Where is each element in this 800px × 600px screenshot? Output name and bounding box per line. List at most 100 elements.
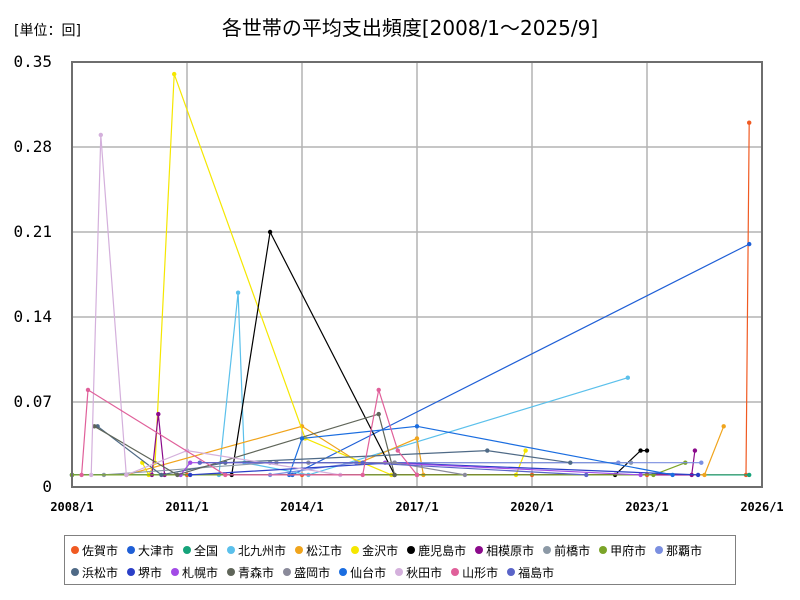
series-那覇市: [267, 460, 704, 478]
data-point: [692, 448, 698, 453]
legend-marker-icon: [227, 568, 236, 576]
legend-item: 秋田市: [395, 562, 442, 582]
legend-marker-icon: [295, 546, 304, 554]
legend-marker-icon: [127, 546, 136, 554]
legend: 佐賀市 大津市 全国 北九州市 松江市 金沢市 鹿児島市 相模原市 前橋市 甲府市 那覇市浜松市 堺市…: [64, 535, 736, 585]
legend-marker-icon: [475, 546, 484, 554]
data-point: [462, 472, 468, 478]
chart-title: 各世帯の平均支出頻度[2008/1～2025/9]: [221, 16, 599, 40]
legend-marker-icon: [543, 546, 552, 554]
legend-item: 金沢市: [351, 540, 398, 560]
x-tick: 2026/1: [740, 500, 784, 514]
data-point: [395, 448, 400, 453]
series-lines: [69, 71, 752, 478]
data-point: [89, 472, 94, 478]
legend-item: 大津市: [127, 540, 174, 560]
legend-label: 青森市: [238, 565, 275, 580]
data-point: [568, 460, 573, 465]
data-point: [699, 460, 704, 465]
y-tick: 0: [42, 477, 52, 496]
legend-marker-icon: [71, 568, 79, 576]
legend-label: 金沢市: [362, 543, 399, 558]
data-point: [98, 132, 104, 138]
legend-label: 北九州市: [238, 543, 287, 558]
legend-label: 鹿児島市: [418, 543, 467, 558]
series-line: [218, 292, 628, 476]
data-point: [644, 448, 650, 453]
y-tick: 0.14: [13, 307, 52, 326]
series-line: [141, 73, 527, 477]
legend-marker-icon: [283, 568, 292, 576]
data-point: [702, 472, 707, 478]
x-tick: 2014/1: [280, 500, 324, 514]
legend-label: 堺市: [138, 565, 163, 580]
series-line: [288, 425, 673, 476]
legend-label: 浜松市: [82, 565, 119, 580]
data-point: [267, 229, 273, 235]
data-point: [376, 387, 381, 393]
series-青森市: [92, 411, 397, 478]
series-松江市: [124, 424, 726, 478]
series-line: [270, 462, 702, 476]
data-point: [197, 460, 202, 465]
legend-item: 佐賀市: [71, 540, 118, 560]
data-point: [172, 71, 177, 77]
series-佐賀市: [69, 120, 752, 478]
legend-label: 前橋市: [554, 543, 591, 558]
legend-marker-icon: [127, 568, 136, 576]
data-point: [670, 472, 675, 478]
legend-label: 松江市: [306, 543, 343, 558]
series-仙台市: [287, 424, 675, 478]
legend-label: 全国: [194, 543, 219, 558]
series-秋田市: [89, 132, 343, 478]
series-line: [94, 413, 396, 476]
legend-item: 鹿児島市: [407, 540, 466, 560]
y-tick: 0.35: [13, 52, 52, 71]
series-福島市: [197, 460, 589, 478]
legend-label: 相模原市: [486, 543, 535, 558]
x-tick: 2023/1: [625, 500, 669, 514]
legend-item: 堺市: [127, 562, 162, 582]
legend-label: 福島市: [518, 565, 555, 580]
data-point: [188, 472, 193, 478]
series-金沢市: [140, 71, 528, 478]
legend-item: 前橋市: [543, 540, 590, 560]
legend-label: 山形市: [462, 565, 499, 580]
data-point: [651, 472, 656, 478]
legend-label: 那覇市: [666, 543, 703, 558]
legend-marker-icon: [599, 546, 608, 554]
legend-label: 甲府市: [610, 543, 647, 558]
data-point: [376, 411, 381, 417]
data-point: [485, 448, 490, 453]
legend-item: 盛岡市: [283, 562, 330, 582]
data-point: [175, 472, 180, 478]
data-point: [747, 472, 752, 478]
legend-item: 松江市: [295, 540, 342, 560]
legend-item: 浜松市: [71, 562, 118, 582]
legend-item: 全国: [183, 540, 218, 560]
legend-marker-icon: [407, 546, 416, 554]
data-point: [223, 472, 228, 478]
series-山形市: [79, 387, 420, 478]
legend-label: 大津市: [138, 543, 175, 558]
legend-label: 盛岡市: [294, 565, 331, 580]
legend-label: 佐賀市: [82, 543, 119, 558]
data-point: [360, 472, 365, 478]
unit-label: [単位：回]: [14, 23, 81, 39]
plot-frame: [71, 61, 763, 488]
legend-item: 那覇市: [655, 540, 702, 560]
x-tick: 2020/1: [510, 500, 554, 514]
legend-item: 甲府市: [599, 540, 646, 560]
legend-marker-icon: [183, 546, 192, 554]
data-point: [523, 448, 528, 453]
data-point: [85, 387, 91, 393]
legend-marker-icon: [507, 568, 516, 576]
legend-item: 仙台市: [339, 562, 386, 582]
legend-label: 秋田市: [406, 565, 443, 580]
legend-item: 青森市: [227, 562, 274, 582]
legend-marker-icon: [171, 568, 180, 576]
data-point: [159, 472, 164, 478]
data-point: [695, 472, 701, 478]
data-point: [414, 436, 420, 441]
